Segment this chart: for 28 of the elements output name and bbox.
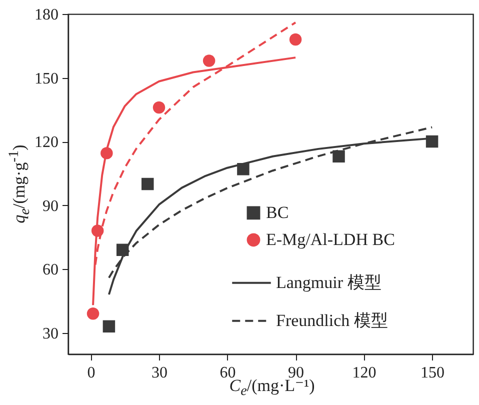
point	[332, 150, 345, 162]
x-tick-label: 150	[420, 364, 445, 382]
point	[426, 135, 438, 148]
y-tick-label: 150	[34, 70, 58, 88]
point	[86, 308, 100, 320]
point	[289, 33, 302, 46]
point	[116, 244, 129, 256]
y-tick-label: 30	[42, 325, 58, 342]
point	[100, 147, 113, 160]
y-tick-label: 60	[42, 262, 58, 278]
point	[152, 101, 166, 114]
legend-label: Langmuir 模型	[276, 272, 382, 292]
x-tick-label: 90	[288, 364, 304, 382]
point	[202, 54, 216, 67]
legend-label: E-Mg/Al-LDH BC	[266, 230, 395, 249]
y-tick-label: 120	[34, 134, 58, 151]
point	[102, 320, 116, 332]
legend-label: Freundlich 模型	[276, 310, 388, 330]
point	[237, 163, 250, 176]
point	[142, 178, 154, 190]
x-tick-label: 60	[220, 364, 236, 382]
point	[91, 224, 104, 237]
x-tick-label: 120	[352, 364, 376, 382]
y-tick-label: 180	[34, 6, 58, 24]
x-tick-label: 0	[87, 364, 96, 382]
legend-label: BC	[266, 202, 289, 222]
x-tick-label: 30	[152, 364, 168, 382]
y-tick-label: 90	[42, 198, 58, 215]
